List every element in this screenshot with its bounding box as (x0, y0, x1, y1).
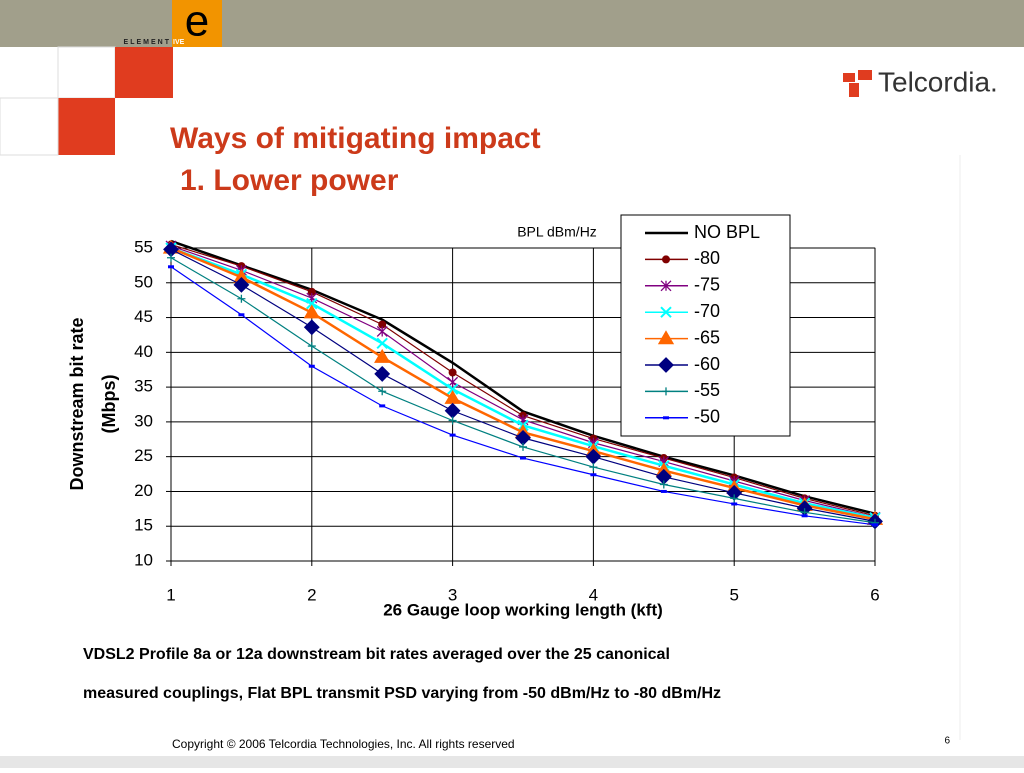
marker (376, 337, 388, 349)
marker (589, 463, 598, 472)
bottom-bar (0, 756, 1024, 768)
caption: measured couplings, Flat BPL transmit PS… (83, 685, 721, 702)
x-tick-label: 3 (448, 585, 457, 604)
marker (167, 253, 175, 262)
marker (448, 368, 457, 377)
y-tick-label: 25 (134, 446, 153, 465)
marker (448, 416, 457, 425)
legend-box (620, 214, 791, 437)
legend-marker (660, 306, 672, 318)
legend-marker (660, 280, 672, 292)
legend-title: BPL dBm/Hz (517, 224, 597, 240)
marker (303, 319, 320, 336)
marker (378, 387, 387, 396)
legend-label: -50 (694, 407, 720, 427)
marker (233, 276, 250, 293)
logo-word: IVE (173, 39, 185, 46)
y-tick-label: 50 (134, 272, 153, 291)
caption: VDSL2 Profile 8a or 12a downstream bit r… (83, 646, 670, 663)
brand: Telcordia. (878, 66, 998, 97)
marker (307, 342, 316, 351)
marker (374, 348, 391, 363)
logo-word: ELEMENT (124, 39, 171, 46)
logo-box (172, 0, 222, 47)
page-number: 6 (944, 736, 950, 747)
legend-marker (662, 387, 670, 396)
red-square (115, 47, 173, 98)
legend-label: -70 (694, 301, 720, 321)
grid-square (0, 97, 59, 156)
brand-icon (843, 70, 872, 97)
legend-label: -65 (694, 327, 720, 347)
marker (446, 383, 459, 395)
marker (374, 365, 391, 382)
marker (307, 287, 316, 296)
legend-label: -75 (694, 275, 720, 295)
legend-marker (658, 357, 674, 373)
y-axis-label: (Mbps) (99, 375, 119, 434)
y-tick-label: 10 (134, 550, 153, 569)
copyright: Copyright © 2006 Telcordia Technologies,… (172, 737, 515, 751)
legend-label: NO BPL (694, 222, 760, 242)
red-square (58, 98, 115, 155)
y-tick-label: 55 (134, 237, 153, 256)
marker (306, 297, 318, 310)
logo-letter: e (185, 0, 209, 46)
legend-label: -60 (694, 354, 720, 374)
y-tick-label: 30 (134, 411, 153, 430)
title: 1. Lower power (180, 164, 399, 197)
y-tick-label: 35 (134, 377, 153, 396)
y-axis-label: Downstream bit rate (67, 317, 87, 490)
x-tick-label: 5 (729, 585, 738, 604)
marker (659, 480, 668, 489)
y-tick-label: 45 (134, 307, 153, 326)
x-tick-label: 1 (166, 585, 175, 604)
x-tick-label: 4 (589, 585, 598, 604)
legend-marker (662, 255, 670, 264)
marker (237, 294, 246, 303)
y-tick-label: 15 (134, 516, 153, 535)
marker (519, 442, 527, 451)
y-tick-label: 20 (134, 481, 153, 500)
y-tick-label: 40 (134, 342, 153, 361)
series-line (170, 239, 876, 515)
marker (378, 320, 387, 329)
legend-label: -80 (694, 248, 720, 268)
x-tick-label: 2 (307, 585, 316, 604)
legend-marker (657, 330, 675, 345)
x-axis-label: 26 Gauge loop working length (kft) (383, 600, 663, 619)
top-bar (0, 0, 1024, 47)
x-tick-label: 6 (870, 585, 879, 604)
legend-label: -55 (694, 380, 720, 400)
marker (730, 494, 739, 503)
grid-square (57, 46, 116, 99)
title: Ways of mitigating impact (170, 122, 541, 155)
marker (303, 304, 320, 319)
marker (376, 326, 388, 337)
